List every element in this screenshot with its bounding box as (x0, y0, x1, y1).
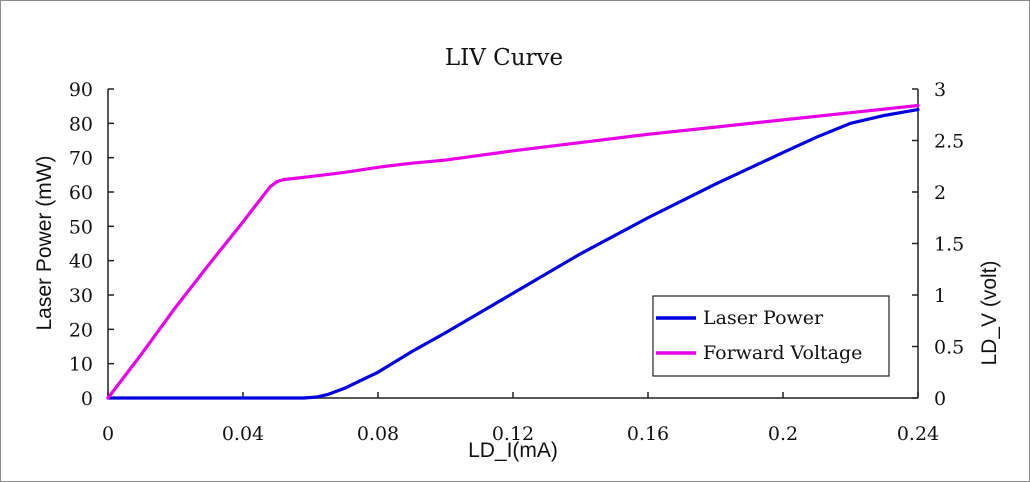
right-y-tick-label: 2 (934, 182, 946, 204)
x-axis-label: LD_I(mA) (468, 439, 558, 462)
left-y-tick-label: 0 (81, 388, 93, 410)
legend-label-forward-voltage: Forward Voltage (703, 342, 862, 364)
right-y-tick-label: 3 (934, 79, 946, 101)
legend-box (652, 295, 890, 377)
right-y-tick-label: 1 (934, 285, 946, 307)
left-y-tick-label: 20 (69, 319, 93, 341)
left-y-tick-label: 50 (69, 216, 93, 238)
left-y-tick-label: 90 (69, 79, 93, 101)
x-tick-label: 0 (102, 423, 114, 445)
series-layer (106, 103, 920, 400)
x-tick-label: 0.12 (492, 423, 534, 445)
right-y-tick-label: 0 (934, 388, 946, 410)
legend: Laser Power Forward Voltage (652, 295, 890, 377)
legend-label-laser-power: Laser Power (703, 307, 824, 329)
series-line-laser-power (106, 107, 920, 400)
left-y-axis-ticks: 0 10 20 30 40 50 60 70 80 90 (69, 79, 114, 410)
right-y-axis-ticks: 0 0.5 1 1.5 2 2.5 3 (912, 79, 964, 410)
x-tick-label: 0.08 (357, 423, 399, 445)
x-tick-label: 0.16 (627, 423, 669, 445)
x-axis-ticks: 0 0.04 0.08 0.12 0.16 0.2 0.24 (102, 392, 939, 445)
x-tick-label: 0.04 (222, 423, 264, 445)
chart-title: LIV Curve (445, 45, 563, 71)
right-y-axis-label: LD_V (volt) (978, 260, 1001, 365)
left-y-tick-label: 10 (69, 354, 93, 376)
x-tick-label: 0.24 (897, 423, 939, 445)
left-y-tick-label: 60 (69, 182, 93, 204)
left-y-tick-label: 80 (69, 113, 93, 135)
left-y-tick-label: 40 (69, 251, 93, 273)
right-y-tick-label: 0.5 (934, 337, 964, 359)
left-y-axis-label: Laser Power (mW) (33, 155, 56, 330)
right-y-tick-label: 2.5 (934, 131, 964, 153)
right-y-tick-label: 1.5 (934, 234, 964, 256)
x-tick-label: 0.2 (768, 423, 798, 445)
left-y-tick-label: 30 (69, 285, 93, 307)
series-line-forward-voltage (106, 103, 920, 400)
left-y-tick-label: 70 (69, 148, 93, 170)
